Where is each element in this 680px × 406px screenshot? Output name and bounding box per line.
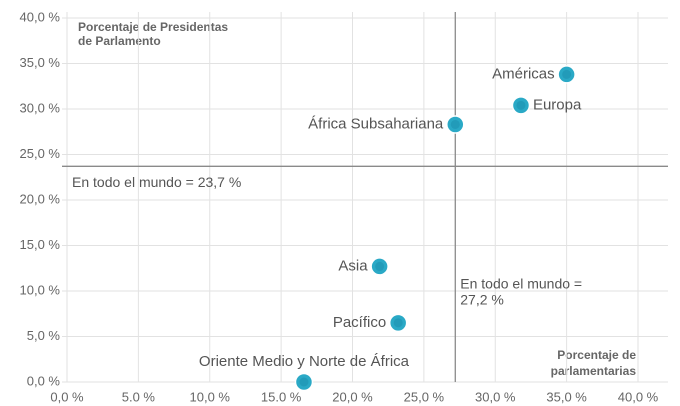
x-tick-label: 35,0 % bbox=[546, 389, 587, 404]
point-core bbox=[299, 377, 309, 387]
point-core bbox=[450, 119, 460, 129]
x-tick-label: 30,0 % bbox=[475, 389, 516, 404]
y-tick-label: 30,0 % bbox=[20, 100, 61, 115]
point-label: Pacífico bbox=[333, 314, 386, 331]
y-axis-title: Porcentaje de Presidentas bbox=[78, 20, 228, 34]
reference-label: En todo el mundo = 23,7 % bbox=[72, 174, 241, 190]
x-tick-label: 15.0 % bbox=[261, 389, 302, 404]
x-tick-label: 25,0 % bbox=[404, 389, 445, 404]
x-tick-label: 0,0 % bbox=[50, 389, 84, 404]
x-tick-label: 5.0 % bbox=[122, 389, 156, 404]
point-core bbox=[393, 318, 403, 328]
reference-label: 27,2 % bbox=[460, 292, 504, 308]
point-label: Oriente Medio y Norte de África bbox=[199, 353, 410, 370]
x-tick-label: 10,0 % bbox=[190, 389, 231, 404]
y-tick-label: 20,0 % bbox=[20, 191, 61, 206]
y-tick-label: 35,0 % bbox=[20, 55, 61, 70]
y-axis-title: de Parlamento bbox=[78, 34, 161, 48]
y-tick-label: 5,0 % bbox=[27, 328, 61, 343]
point-label: Asia bbox=[338, 257, 368, 274]
y-tick-label: 40,0 % bbox=[20, 9, 61, 24]
x-tick-label: 20,0 % bbox=[332, 389, 373, 404]
y-tick-label: 25,0 % bbox=[20, 146, 61, 161]
point-label: África Subsahariana bbox=[308, 115, 444, 132]
point-core bbox=[562, 69, 572, 79]
point-core bbox=[516, 100, 526, 110]
point-label: Américas bbox=[492, 65, 555, 82]
reference-label: En todo el mundo = bbox=[460, 276, 582, 292]
x-axis-title: parlamentarias bbox=[551, 364, 637, 378]
y-tick-label: 10,0 % bbox=[20, 282, 61, 297]
point-label: Europa bbox=[533, 96, 582, 113]
x-axis-title: Porcentaje de bbox=[557, 348, 636, 362]
x-tick-label: 40,0 % bbox=[618, 389, 659, 404]
y-tick-label: 15,0 % bbox=[20, 237, 61, 252]
y-tick-label: 0,0 % bbox=[27, 373, 61, 388]
point-core bbox=[375, 261, 385, 271]
